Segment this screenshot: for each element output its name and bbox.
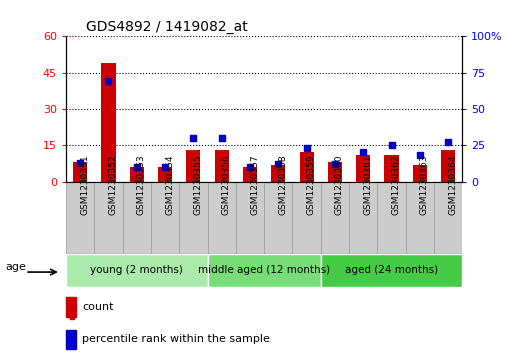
Text: GSM1230357: GSM1230357 <box>250 155 259 216</box>
Bar <box>356 155 370 182</box>
Text: middle aged (12 months): middle aged (12 months) <box>198 265 330 276</box>
Text: GSM1230358: GSM1230358 <box>278 155 288 216</box>
Bar <box>66 330 76 349</box>
Point <box>388 142 396 148</box>
Bar <box>321 254 462 287</box>
Bar <box>66 254 208 287</box>
Text: age: age <box>5 262 26 272</box>
Point <box>76 160 84 166</box>
Text: count: count <box>82 302 113 312</box>
Bar <box>102 63 115 182</box>
Bar <box>406 182 434 254</box>
Bar <box>130 167 144 182</box>
Text: GSM1230361: GSM1230361 <box>363 155 372 216</box>
Point <box>303 145 311 151</box>
Point <box>217 135 226 141</box>
Bar <box>243 167 257 182</box>
Bar <box>264 182 293 254</box>
Point <box>444 139 452 145</box>
Text: young (2 months): young (2 months) <box>90 265 183 276</box>
Bar <box>122 182 151 254</box>
Point <box>274 161 282 167</box>
Text: GDS4892 / 1419082_at: GDS4892 / 1419082_at <box>86 20 247 34</box>
Bar <box>151 182 179 254</box>
Bar <box>434 182 462 254</box>
Bar <box>328 162 342 182</box>
Bar <box>179 182 208 254</box>
Bar <box>321 182 349 254</box>
Text: GSM1230353: GSM1230353 <box>137 155 146 216</box>
Bar <box>271 164 285 182</box>
Text: GSM1230362: GSM1230362 <box>392 155 400 215</box>
Point <box>416 152 424 158</box>
Point <box>359 150 367 155</box>
Bar <box>66 297 76 317</box>
Text: GSM1230363: GSM1230363 <box>420 155 429 216</box>
Bar <box>70 299 74 319</box>
Point <box>246 164 254 170</box>
Text: GSM1230351: GSM1230351 <box>80 155 89 216</box>
Text: GSM1230359: GSM1230359 <box>307 155 315 216</box>
Text: GSM1230354: GSM1230354 <box>165 155 174 215</box>
Bar <box>441 150 455 182</box>
Bar <box>186 150 201 182</box>
Text: GSM1230364: GSM1230364 <box>448 155 457 215</box>
Bar <box>208 182 236 254</box>
Point <box>105 78 113 84</box>
Text: GSM1230360: GSM1230360 <box>335 155 344 216</box>
Point <box>331 161 339 167</box>
Text: GSM1230355: GSM1230355 <box>194 155 202 216</box>
Bar <box>293 182 321 254</box>
Bar <box>208 254 321 287</box>
Text: aged (24 months): aged (24 months) <box>345 265 438 276</box>
Bar <box>158 167 172 182</box>
Text: GSM1230352: GSM1230352 <box>109 155 117 215</box>
Point <box>133 164 141 170</box>
Bar <box>66 182 94 254</box>
Bar <box>377 182 406 254</box>
Bar <box>385 155 399 182</box>
Bar <box>412 164 427 182</box>
Bar <box>236 182 264 254</box>
Point <box>189 135 198 141</box>
Bar <box>300 152 313 182</box>
Bar <box>73 162 87 182</box>
Bar <box>94 182 122 254</box>
Text: GSM1230356: GSM1230356 <box>221 155 231 216</box>
Bar <box>349 182 377 254</box>
Point <box>161 164 169 170</box>
Bar <box>214 150 229 182</box>
Text: percentile rank within the sample: percentile rank within the sample <box>82 334 270 344</box>
